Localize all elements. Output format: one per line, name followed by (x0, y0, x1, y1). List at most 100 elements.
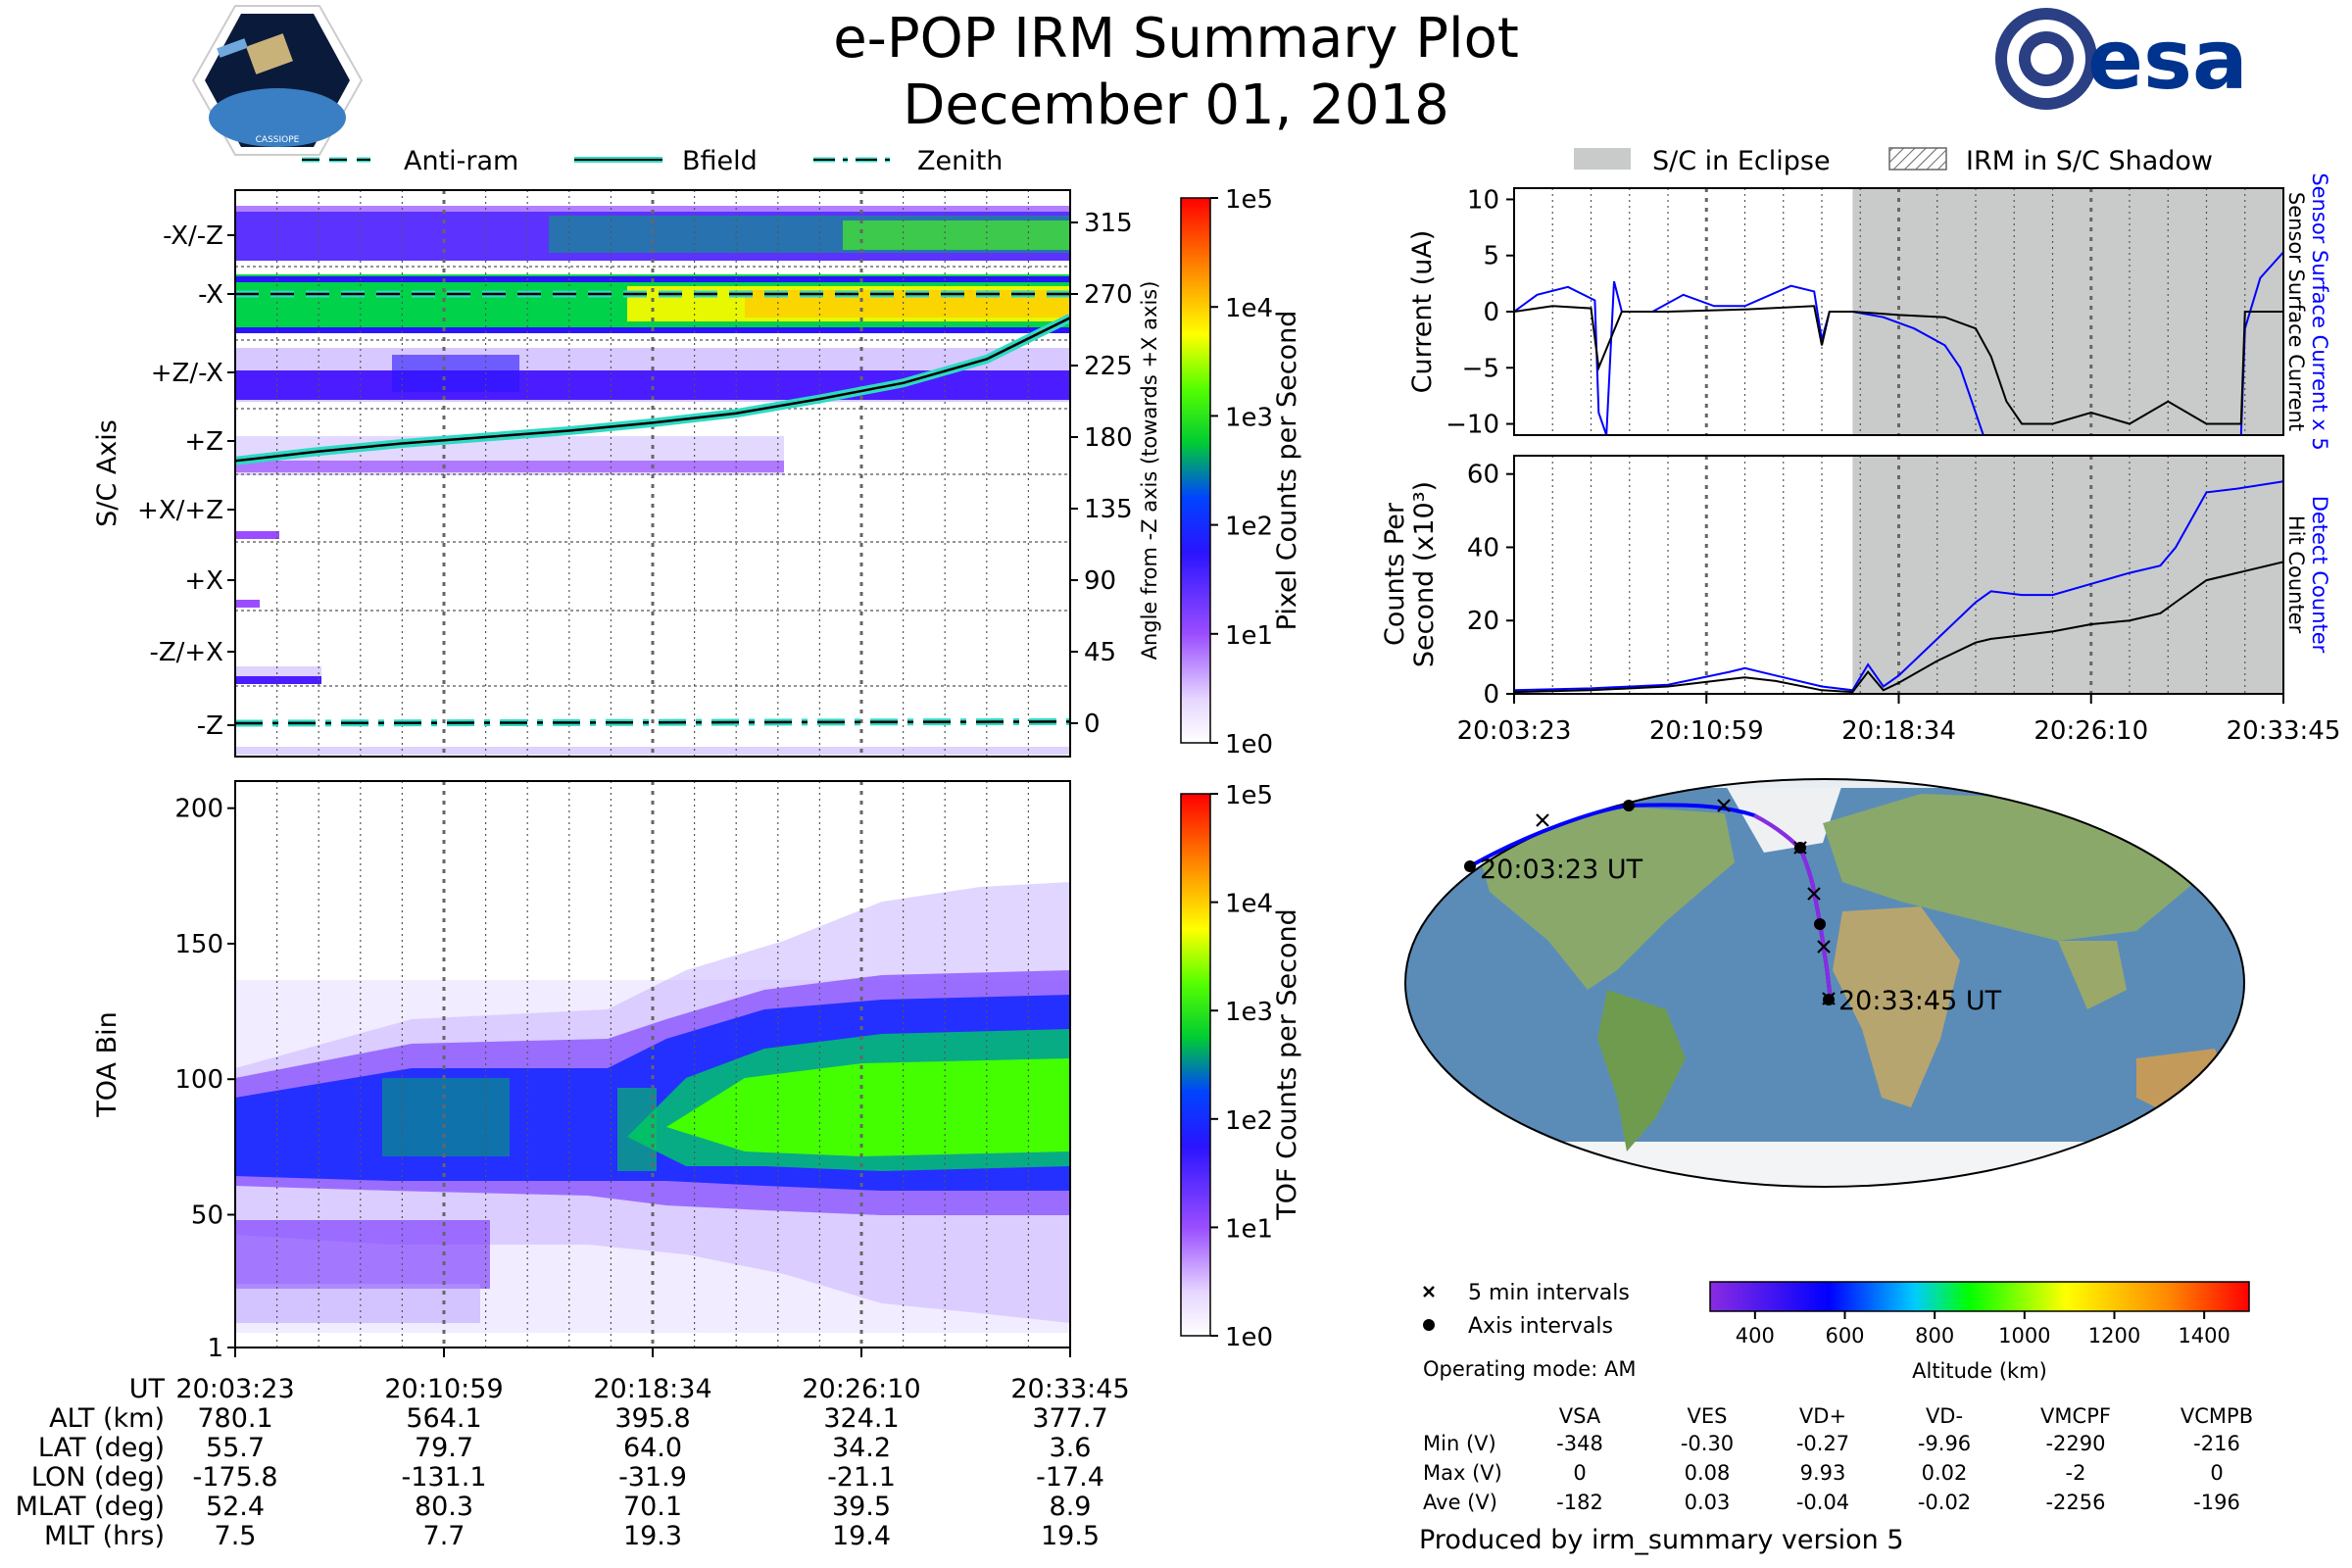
legend-cross-icon (1423, 1286, 1435, 1298)
ephem-value: 52.4 (206, 1492, 265, 1522)
legend-antiram-label: Anti-ram (404, 146, 518, 176)
ephem-row-label: MLT (hrs) (44, 1521, 165, 1551)
orbit-dot-1 (1464, 860, 1476, 872)
tof-colorbar-tick: 1e0 (1225, 1323, 1273, 1352)
orbit-cross-4 (1807, 887, 1821, 901)
ephem-value: 64.0 (623, 1433, 682, 1463)
pixel-right-tick: 45 (1084, 638, 1116, 667)
counts-ytick: 40 (1467, 533, 1499, 563)
current-eclipse-region (1852, 188, 2283, 435)
voltage-value: -0.30 (1681, 1432, 1734, 1455)
voltage-header: VCMPB (2180, 1404, 2253, 1428)
legend-zenith-label: Zenith (917, 146, 1003, 176)
current-ytick: −5 (1462, 354, 1499, 383)
voltage-row-label: Min (V) (1423, 1432, 1496, 1455)
ephem-value: 780.1 (197, 1403, 272, 1434)
altitude-tick: 1000 (1998, 1324, 2050, 1348)
counts-xtick: 20:26:10 (2034, 716, 2148, 746)
counts-ytick: 20 (1467, 607, 1499, 636)
current-panel: Current (uA) 10 5 0 −5 −10 Sensor Surface Cu… (1407, 172, 2331, 450)
pixel-right-tick: 0 (1084, 710, 1101, 739)
voltage-value: -196 (2193, 1491, 2240, 1514)
legend-eclipse: S/C in Eclipse IRM in S/C Shadow (1574, 146, 2213, 176)
pixel-left-tick: +X (184, 566, 223, 596)
current-line (1514, 305, 2283, 425)
ephem-value: 19.4 (832, 1521, 891, 1551)
tof-ytick: 200 (174, 795, 223, 824)
voltage-value: 0 (2210, 1461, 2223, 1485)
pixel-colorbar-tick: 1e5 (1225, 185, 1273, 215)
ephem-row-label: LAT (deg) (38, 1433, 165, 1463)
voltage-value: -2 (2066, 1461, 2086, 1485)
voltage-value: -2256 (2045, 1491, 2105, 1514)
ephem-value: 564.1 (406, 1403, 481, 1434)
voltage-value: -182 (1556, 1491, 1603, 1514)
pixel-right-tick: 90 (1084, 566, 1116, 596)
tof-ytick: 50 (191, 1200, 223, 1230)
legend-shadow-label: IRM in S/C Shadow (1966, 146, 2213, 176)
ephem-value: 377.7 (1032, 1403, 1107, 1434)
current-ylabel: Current (uA) (1407, 230, 1438, 394)
current-ytick: 0 (1483, 298, 1499, 327)
altitude-tick: 1200 (2088, 1324, 2140, 1348)
esa-logo-text: esa (2087, 12, 2248, 108)
detect-counter-line (1514, 480, 2283, 692)
tof-ytick: 150 (174, 930, 223, 959)
voltage-value: -9.96 (1918, 1432, 1971, 1455)
ephem-value: 79.7 (415, 1433, 473, 1463)
ephem-row-label: UT (129, 1374, 166, 1404)
ephem-value: -17.4 (1036, 1462, 1104, 1493)
voltage-header: VD- (1926, 1404, 1963, 1428)
counts-right-label-blue: Detect Counter (2308, 496, 2331, 654)
ephem-row-label: MLAT (deg) (16, 1492, 165, 1522)
pixel-colorbar-tick: 1e4 (1225, 294, 1273, 323)
figure-date: December 01, 2018 (903, 74, 1449, 137)
altitude-tick: 400 (1736, 1324, 1775, 1348)
counts-xtick: 20:10:59 (1649, 716, 1764, 746)
map-south-america (1597, 990, 1686, 1152)
voltage-table: VSA VES VD+ VD- VMCPF VCMPB Min (V) -348 -0.30 -… (1423, 1404, 2253, 1514)
tof-colorbar-tick: 1e4 (1225, 890, 1273, 919)
pixel-colorbar-tick: 1e0 (1225, 730, 1273, 760)
pixel-left-tick: -X (198, 280, 223, 310)
pixel-right-tick: 270 (1084, 280, 1133, 310)
voltage-value: 0.02 (1922, 1461, 1968, 1485)
voltage-value: -0.04 (1796, 1491, 1849, 1514)
current-right-label-black: Sensor Surface Current (2284, 192, 2308, 431)
legend-shadow-swatch (1888, 147, 1947, 171)
tof-colorbar-tick: 1e1 (1225, 1214, 1273, 1244)
voltage-value: -2290 (2045, 1432, 2105, 1455)
counts-ylabel-1: Counts Per (1380, 502, 1410, 646)
map-antarctica (1405, 1142, 2244, 1187)
voltage-row-label: Ave (V) (1423, 1491, 1497, 1514)
ephem-value: 34.2 (832, 1433, 891, 1463)
legend-eclipse-swatch (1574, 148, 1631, 170)
voltage-value: -0.02 (1918, 1491, 1971, 1514)
orbit-dot-3 (1794, 842, 1806, 854)
bfield-angle-core (235, 317, 1070, 463)
ephem-row-label: LON (deg) (31, 1462, 165, 1493)
map-south-asia (2058, 941, 2127, 1009)
legend-angles: Anti-ram Bfield Zenith (302, 146, 1003, 176)
current-right-label-blue: Sensor Surface Current x 5 (2308, 172, 2331, 450)
pixel-right-label: Angle from -Z axis (towards +X axis) (1138, 281, 1161, 661)
orbit-cross-2 (1717, 799, 1731, 812)
current-ytick: 5 (1483, 242, 1499, 271)
orbit-dot-5 (1823, 994, 1835, 1005)
counts-ytick: 0 (1483, 680, 1499, 710)
orbit-axis-markers (1464, 800, 1835, 1005)
cassiope-logo: CASSIOPE (191, 5, 364, 156)
voltage-value: 0.08 (1685, 1461, 1731, 1485)
counts-panel: Counts Per Second (x10³) 60 40 20 0 20:03:2… (1380, 455, 2340, 746)
ephem-value: -131.1 (401, 1462, 486, 1493)
cassiope-logo-text: CASSIOPE (256, 135, 300, 145)
ephem-value: 39.5 (832, 1492, 891, 1522)
pixel-colorbar: 1e5 1e4 1e3 1e2 1e1 1e0 Pixel Counts per Seco… (1180, 185, 1302, 760)
legend-bfield-label: Bfield (682, 146, 758, 176)
map-north-america (1470, 804, 1735, 990)
voltage-value: 0.03 (1685, 1491, 1731, 1514)
counts-ytick: 60 (1467, 461, 1499, 490)
voltage-header: VMCPF (2040, 1404, 2111, 1428)
pixel-band-px (235, 600, 260, 608)
